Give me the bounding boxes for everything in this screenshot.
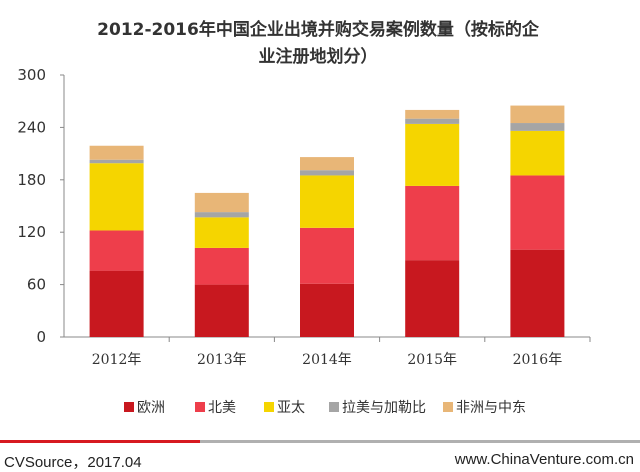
bar-segment [510,105,565,124]
bar-segment [510,130,565,176]
legend-label: 拉美与加勒比 [342,400,426,416]
y-tick-label: 240 [17,118,46,136]
x-tick-label: 2014年 [302,352,352,368]
bar-segment [300,175,354,228]
chart-bars [89,105,565,337]
bar-segment [300,170,354,176]
footer-accent-bar [0,440,200,443]
y-tick-label: 60 [27,276,46,294]
bar-segment [194,217,249,248]
bar-segment [300,283,354,337]
legend-swatch [264,402,274,412]
footer-source: CVSource，2017.04 [4,454,142,471]
x-tick-label: 2012年 [92,352,142,368]
stacked-bar-chart: 2012-2016年中国企业出境并购交易案例数量（按标的企 业注册地划分） 0 6… [17,19,591,416]
bar-segment [510,123,565,131]
bar-segment [300,157,354,171]
bar-segment [405,123,460,186]
bar-segment [405,260,460,337]
chart-axes: 0 60 120 180 240 300 2012年 2013年 2014年 2015年 2016年 [17,66,591,368]
bar-segment [300,227,354,284]
chart-title: 2012-2016年中国企业出境并购交易案例数量（按标的企 业注册地划分） [97,19,540,67]
y-tick-label: 120 [17,223,46,241]
legend-swatch [124,402,134,412]
bar-segment [405,109,460,119]
y-tick-label: 300 [17,66,46,84]
legend-label: 北美 [208,400,236,416]
legend-label: 亚太 [277,400,305,416]
y-tick-label: 0 [36,328,46,346]
x-tick-label: 2016年 [513,352,563,368]
bar-segment [405,118,460,124]
bar-segment [194,212,249,218]
bar-segment [89,163,144,231]
bar-segment [405,185,460,261]
chart-legend: 欧洲 北美 亚太 拉美与加勒比 非洲与中东 [124,400,526,416]
legend-swatch [329,402,339,412]
legend-label: 非洲与中东 [456,400,526,416]
bar-segment [194,284,249,337]
bar-segment [89,159,144,164]
footer: CVSource，2017.04 www.ChinaVenture.com.cn [0,440,640,472]
bar-segment [194,192,249,213]
y-tick-label: 180 [17,171,46,189]
chart-title-line-1: 2012-2016年中国企业出境并购交易案例数量（按标的企 [97,19,540,40]
bar-segment [510,175,565,250]
legend-swatch [195,402,205,412]
legend-label: 欧洲 [137,400,165,416]
bar-segment [89,230,144,271]
footer-website: www.ChinaVenture.com.cn [454,451,634,468]
bar-segment [194,247,249,285]
chart-title-line-2: 业注册地划分） [259,46,378,67]
bar-segment [89,145,144,160]
legend-swatch [443,402,453,412]
x-tick-label: 2015年 [407,352,457,368]
x-tick-label: 2013年 [197,352,247,368]
bar-segment [510,249,565,337]
footer-divider [200,440,640,443]
bar-segment [89,270,144,337]
